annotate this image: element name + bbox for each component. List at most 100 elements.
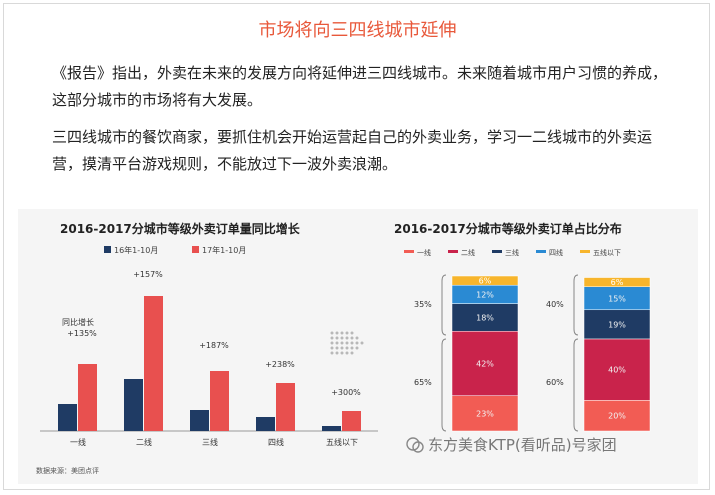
arrow-dot — [350, 336, 354, 340]
chart2-segment — [451, 303, 519, 332]
chart2-bracket-top — [573, 274, 579, 336]
chart1-annotation: +300% — [331, 388, 361, 397]
arrow-dot — [340, 341, 344, 345]
chart2-legend-swatch — [492, 250, 502, 253]
chart2-segment-label: 40% — [608, 366, 626, 375]
article-title: 市场将向三四线城市延伸 — [258, 20, 457, 41]
chart1-x-tick: 三线 — [202, 437, 218, 447]
chart1-annotation-label: 同比增长 — [62, 317, 94, 327]
chart1-bar — [190, 410, 209, 431]
chart2-segment — [583, 338, 651, 401]
chart2-legend-swatch — [580, 250, 590, 253]
arrow-dot — [335, 346, 339, 350]
chart2-bracket-top — [441, 274, 447, 336]
arrow-dot — [350, 351, 354, 355]
chart2-segment — [451, 330, 519, 396]
chart1-x-tick: 五线以下 — [326, 437, 358, 447]
arrow-dot — [330, 331, 334, 335]
chart2-segment-label: 18% — [476, 313, 494, 322]
arrow-dot — [345, 351, 349, 355]
chart2-bracket-label: 35% — [414, 300, 432, 309]
watermark: 东方美食KTP(看听品)号家团 — [406, 434, 617, 455]
chart2-title: 2016-2017分城市等级外卖订单占比分布 — [394, 221, 622, 236]
chart1-x-tick: 四线 — [268, 437, 284, 447]
chart1-annotation: +238% — [265, 360, 295, 369]
paragraph-1: 《报告》指出，外卖在未来的发展方向将延伸进三四线城市。未来随着城市用户习惯的养成… — [52, 64, 668, 109]
arrow-dot — [335, 351, 339, 355]
chart1-annotation: +135% — [67, 329, 97, 338]
chart2-legend-label: 五线以下 — [593, 248, 621, 257]
arrow-dot — [345, 331, 349, 335]
chart1-title: 2016-2017分城市等级外卖订单量同比增长 — [60, 221, 301, 236]
chart1-bar — [256, 417, 275, 431]
watermark-text: 东方美食KTP(看听品)号家团 — [428, 436, 617, 454]
chart1-x-tick: 二线 — [136, 437, 152, 447]
chart2-segment-label: 6% — [479, 277, 492, 286]
chart2-segment-label: 42% — [476, 359, 494, 368]
arrow-dot — [330, 341, 334, 345]
arrow-dot — [340, 351, 344, 355]
chart1-bar — [322, 426, 341, 431]
chart1-bar — [276, 383, 295, 431]
chart1-legend-swatch — [192, 246, 199, 253]
chart1-legend-swatch — [104, 246, 111, 253]
chart2-bracket-label: 60% — [546, 378, 564, 387]
arrow-dot — [340, 336, 344, 340]
arrow-dot — [340, 346, 344, 350]
chart2-legend-swatch — [448, 250, 458, 253]
chart2-segment-label: 19% — [608, 320, 626, 329]
arrow-dot — [360, 341, 364, 345]
chart2-segment-label: 20% — [608, 412, 626, 421]
arrow-dot — [330, 336, 334, 340]
arrow-dot — [340, 331, 344, 335]
arrow-dot — [335, 331, 339, 335]
arrow-dot — [345, 346, 349, 350]
wechat-icon — [406, 436, 424, 453]
chart2-bracket-label: 65% — [414, 378, 432, 387]
chart1-x-tick: 一线 — [70, 437, 86, 447]
chart2-bracket-bottom — [573, 338, 579, 432]
arrow-dot — [350, 331, 354, 335]
paragraph-2: 三四线城市的餐饮商家，要抓住机会开始运营起自己的外卖业务，学习一二线城市的外卖运… — [52, 128, 653, 173]
arrow-dot — [355, 346, 359, 350]
chart2-segment-label: 12% — [476, 290, 494, 299]
chart2-legend-swatch — [536, 250, 546, 253]
arrow-dot — [330, 346, 334, 350]
chart2-legend-swatch — [404, 250, 414, 253]
chart2-segment-label: 6% — [611, 278, 624, 287]
chart2-segment-label: 15% — [608, 294, 626, 303]
chart2-legend-label: 二线 — [461, 248, 475, 257]
arrow-dot — [345, 341, 349, 345]
chart1-annotation: +157% — [133, 270, 163, 279]
chart1-bar — [78, 364, 97, 431]
chart2-segment — [451, 275, 519, 286]
arrow-dot — [350, 346, 354, 350]
chart1-annotation: +187% — [199, 341, 229, 350]
arrow-dot — [335, 336, 339, 340]
chart2-legend-label: 四线 — [549, 248, 563, 257]
charts-figure: 2016-2017分城市等级外卖订单量同比增长 16年1-10月 17年1-10月一… — [18, 209, 698, 484]
chart2-bracket-label: 40% — [546, 300, 564, 309]
arrow-dot — [355, 336, 359, 340]
chart2-bracket-bottom — [441, 338, 447, 432]
chart2-segment — [583, 400, 651, 432]
arrow-dot — [335, 341, 339, 345]
chart1-bar — [210, 371, 229, 431]
chart2-segment — [583, 277, 651, 287]
chart1-bar — [144, 296, 163, 431]
chart2-segment-label: 23% — [476, 409, 494, 418]
arrow-dot — [350, 341, 354, 345]
chart2-legend-label: 一线 — [417, 248, 431, 257]
arrow-dot — [330, 351, 334, 355]
chart1-legend-label: 16年1-10月 — [114, 245, 158, 255]
chart2-legend-label: 三线 — [505, 248, 519, 257]
chart2-segment — [583, 309, 651, 340]
arrow-dot — [345, 336, 349, 340]
chart1-bar — [124, 379, 143, 431]
article-card: 市场将向三四线城市延伸 《报告》指出，外卖在未来的发展方向将延伸进三四线城市。未… — [3, 3, 710, 490]
chart1-bar — [342, 411, 361, 431]
arrow-dot — [355, 341, 359, 345]
chart1-source: 数据来源：美团点评 — [36, 466, 99, 475]
chart1-legend-label: 17年1-10月 — [202, 245, 246, 255]
